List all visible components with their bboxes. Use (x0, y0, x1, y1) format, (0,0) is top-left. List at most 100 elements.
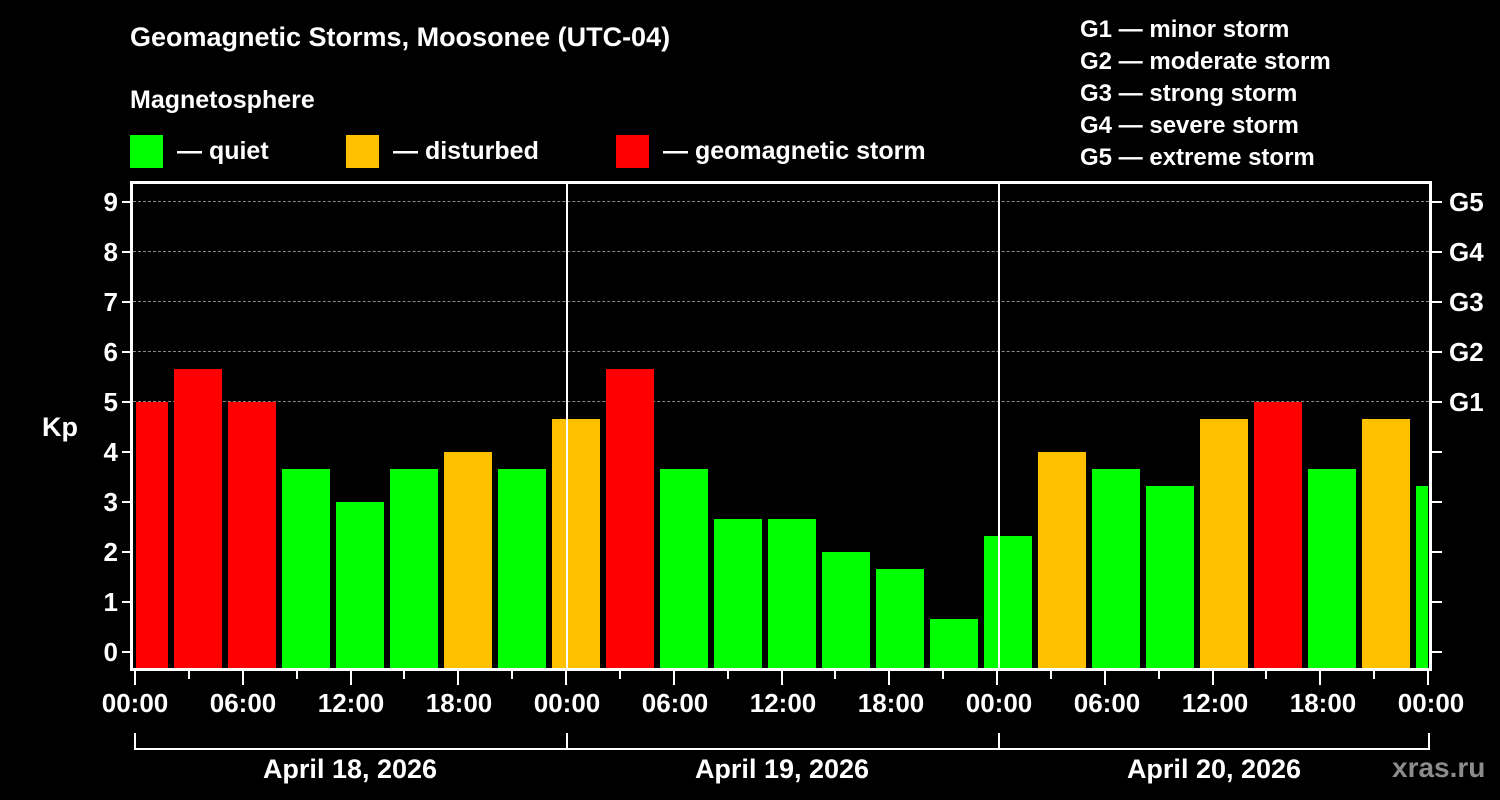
y-tick-mark (122, 401, 132, 403)
day-separator (998, 181, 1000, 668)
y-tick-mark (1432, 401, 1442, 403)
legend-disturbed: — disturbed (346, 134, 539, 168)
y-tick-mark (1432, 201, 1442, 203)
x-tick-mark (188, 671, 190, 679)
x-tick-mark (1265, 671, 1267, 679)
x-tick-label: 00:00 (533, 688, 601, 718)
legend-quiet: — quiet (130, 134, 269, 168)
x-tick-mark (1319, 671, 1321, 685)
x-tick-mark (1104, 671, 1106, 685)
x-tick-label: 06:00 (641, 688, 709, 718)
x-tick-mark (350, 671, 352, 685)
x-tick-label: 00:00 (101, 688, 169, 718)
y-tick-label: 3 (103, 487, 118, 517)
x-tick-mark (1212, 671, 1214, 685)
g-scale-item: G4 — severe storm (1080, 112, 1299, 139)
x-tick-label: 18:00 (857, 688, 925, 718)
watermark: xras.ru (1392, 752, 1486, 783)
g-scale-legend: G1 — minor storm G2 — moderate storm G3 … (1080, 14, 1331, 174)
date-bracket-line (134, 748, 1430, 750)
kp-bar (498, 469, 546, 668)
y-tick-mark (122, 601, 132, 603)
g-scale-item: G1 — minor storm (1080, 16, 1290, 43)
x-tick-mark (403, 671, 405, 679)
kp-bar (1092, 469, 1140, 668)
x-tick-mark (996, 671, 998, 685)
y-tick-label: 1 (103, 587, 118, 617)
date-label: April 18, 2026 (262, 754, 438, 784)
y-tick-label: 7 (103, 287, 118, 317)
kp-bar (1146, 486, 1194, 668)
y-axis-label: Kp (42, 412, 78, 442)
y-tick-mark (1432, 301, 1442, 303)
kp-bar (930, 619, 978, 668)
x-tick-label: 00:00 (1397, 688, 1465, 718)
kp-bar (606, 369, 654, 668)
y-tick-label: 5 (103, 387, 118, 417)
x-tick-label: 18:00 (425, 688, 493, 718)
x-tick-label: 12:00 (749, 688, 817, 718)
x-tick-mark (134, 671, 136, 685)
y-tick-mark (122, 251, 132, 253)
kp-bar (444, 452, 492, 668)
kp-bar (876, 569, 924, 668)
y-tick-label: 4 (103, 437, 118, 467)
date-label: April 19, 2026 (694, 754, 870, 784)
kp-bar (390, 469, 438, 668)
kp-bar (984, 536, 1032, 668)
y-tick-label: 8 (103, 237, 118, 267)
y-tick-mark (1432, 601, 1442, 603)
kp-bar (174, 369, 222, 668)
grid-line (133, 401, 1429, 402)
g-tick-label: G2 (1449, 337, 1484, 367)
date-label: April 20, 2026 (1126, 754, 1302, 784)
g-scale-item: G3 — strong storm (1080, 80, 1298, 107)
y-tick-mark (122, 451, 132, 453)
kp-bar (282, 469, 330, 668)
g-tick-label: G3 (1449, 287, 1484, 317)
g-tick-label: G1 (1449, 387, 1484, 417)
date-bracket-tick (1428, 733, 1430, 749)
kp-bar (136, 402, 168, 668)
x-tick-label: 00:00 (965, 688, 1033, 718)
kp-bar (1200, 419, 1248, 668)
y-tick-mark (1432, 501, 1442, 503)
y-tick-mark (1432, 251, 1442, 253)
kp-bar (1362, 419, 1410, 668)
kp-bar (1416, 486, 1428, 668)
y-tick-mark (122, 201, 132, 203)
y-tick-mark (122, 501, 132, 503)
g-tick-label: G4 (1449, 237, 1484, 267)
x-tick-label: 06:00 (209, 688, 277, 718)
x-tick-mark (511, 671, 513, 679)
plot-frame (130, 181, 1432, 671)
g-tick-label: G5 (1449, 187, 1484, 217)
grid-line (133, 201, 1429, 202)
x-tick-mark (888, 671, 890, 685)
y-tick-mark (1432, 651, 1442, 653)
x-tick-mark (1427, 671, 1429, 685)
legend-label-disturbed: — disturbed (393, 136, 539, 165)
y-tick-label: 2 (103, 537, 118, 567)
kp-bar (552, 419, 600, 668)
x-tick-mark (1050, 671, 1052, 679)
x-tick-mark (781, 671, 783, 685)
legend-label-storm: — geomagnetic storm (663, 136, 926, 165)
y-tick-mark (122, 301, 132, 303)
x-tick-label: 06:00 (1073, 688, 1141, 718)
x-tick-mark (619, 671, 621, 679)
y-tick-mark (122, 551, 132, 553)
kp-bar (228, 402, 276, 668)
date-bracket-tick (998, 733, 1000, 749)
x-tick-label: 12:00 (317, 688, 385, 718)
y-tick-label: 0 (103, 637, 118, 667)
x-tick-mark (1373, 671, 1375, 679)
x-tick-label: 18:00 (1289, 688, 1357, 718)
y-tick-mark (1432, 451, 1442, 453)
x-tick-mark (242, 671, 244, 685)
kp-bar (768, 519, 816, 668)
grid-line (133, 351, 1429, 352)
kp-bar (336, 502, 384, 668)
x-tick-mark (565, 671, 567, 685)
x-tick-mark (1158, 671, 1160, 679)
